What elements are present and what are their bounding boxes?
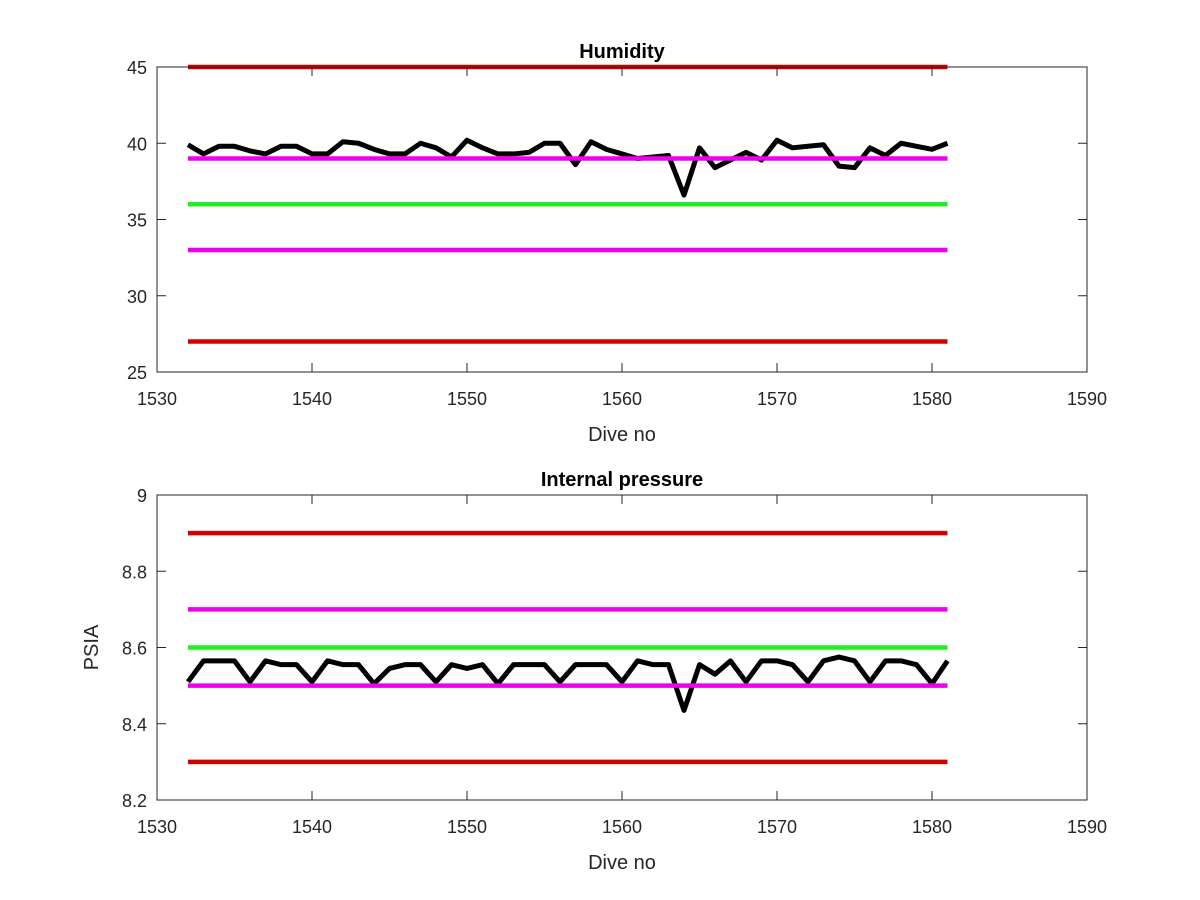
internal-pressure-y-tick-label: 9 xyxy=(137,486,147,506)
humidity-chart: 1530 1540 1550 1560 1570 1580 1590 25 30 35 40 45 Hu… xyxy=(127,41,1107,446)
internal-pressure-x-tick-label: 1530 xyxy=(137,817,177,837)
humidity-y-tick-label: 40 xyxy=(127,134,147,154)
internal-pressure-y-tick-label: 8.2 xyxy=(122,791,147,811)
internal-pressure-x-tick-label: 1580 xyxy=(912,817,952,837)
internal-pressure-data-line xyxy=(185,654,950,713)
humidity-x-tick-label: 1590 xyxy=(1067,389,1107,409)
humidity-y-tick-label: 45 xyxy=(127,58,147,78)
humidity-y-tick-label: 35 xyxy=(127,211,147,231)
internal-pressure-x-tick-label: 1540 xyxy=(292,817,332,837)
humidity-data-line xyxy=(186,137,949,198)
humidity-y-tick-label: 25 xyxy=(127,363,147,383)
internal-pressure-x-tick-label: 1590 xyxy=(1067,817,1107,837)
humidity-x-tick-label: 1580 xyxy=(912,389,952,409)
internal-pressure-title: Internal pressure xyxy=(541,469,703,491)
internal-pressure-y-tick-label: 8.8 xyxy=(122,562,147,582)
humidity-x-tick-label: 1570 xyxy=(757,389,797,409)
humidity-x-tick-label: 1530 xyxy=(137,389,177,409)
internal-pressure-x-tick-label: 1560 xyxy=(602,817,642,837)
internal-pressure-x-tick-label: 1550 xyxy=(447,817,487,837)
internal-pressure-x-tick-label: 1570 xyxy=(757,817,797,837)
humidity-x-axis-label: Dive no xyxy=(588,424,656,446)
internal-pressure-y-axis-label: PSIA xyxy=(81,624,103,670)
internal-pressure-y-tick-label: 8.6 xyxy=(122,639,147,659)
humidity-title: Humidity xyxy=(579,41,665,63)
humidity-x-tick-label: 1550 xyxy=(447,389,487,409)
internal-pressure-chart: 1530 1540 1550 1560 1570 1580 1590 8.2 8.4 8.6 8.8… xyxy=(81,469,1107,874)
humidity-x-tick-label: 1540 xyxy=(292,389,332,409)
humidity-y-tick-label: 30 xyxy=(127,287,147,307)
humidity-plot-area xyxy=(157,67,1087,372)
internal-pressure-y-tick-label: 8.4 xyxy=(122,715,147,735)
internal-pressure-x-axis-label: Dive no xyxy=(588,852,656,874)
humidity-x-tick-label: 1560 xyxy=(602,389,642,409)
